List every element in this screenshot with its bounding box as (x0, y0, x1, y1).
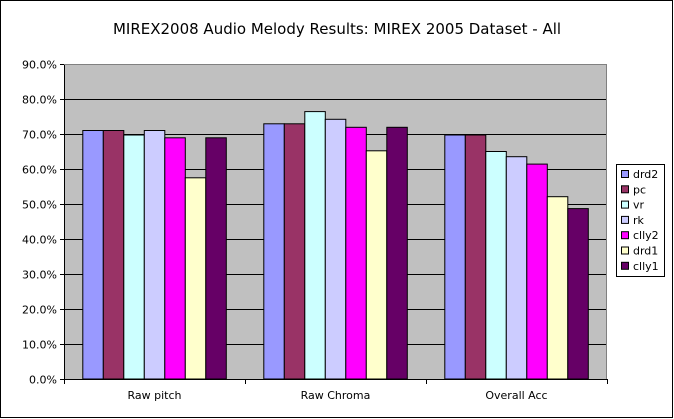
bar-rk (143, 130, 166, 380)
bar-vr (123, 134, 145, 380)
legend-swatch-drd2 (621, 170, 629, 178)
y-tick-labels: 0.0% 10.0% 20.0% 30.0% 40.0% 50.0% 60.0% 70.0% 8… (22, 59, 57, 387)
bar-drd1 (546, 196, 569, 380)
legend-swatch-vr (621, 200, 629, 209)
legend-swatch-clly2 (621, 231, 629, 240)
bar-drd2 (263, 123, 285, 380)
bar-vr (485, 151, 507, 380)
y-tick-label: 60.0% (22, 164, 57, 177)
bar-drd2 (82, 130, 104, 380)
legend-label-vr: vr (633, 199, 645, 212)
bar-rk (505, 156, 528, 380)
legend-label-rk: rk (633, 214, 645, 227)
legend-label-clly1: clly1 (633, 260, 659, 273)
y-tick-label: 20.0% (22, 304, 57, 317)
bar-clly2 (164, 137, 186, 380)
bar-drd1 (184, 177, 207, 380)
y-tick-label: 90.0% (22, 59, 57, 72)
bars (82, 111, 589, 380)
bar-vr (304, 111, 326, 380)
legend-label-pc: pc (633, 183, 646, 196)
legend-label-clly2: clly2 (633, 229, 659, 242)
y-tick-label: 30.0% (22, 269, 57, 282)
y-tick-label: 40.0% (22, 234, 57, 247)
x-category-label: Raw pitch (127, 389, 181, 402)
x-category-label: Raw Chroma (301, 389, 371, 402)
bar-clly2 (526, 163, 548, 380)
legend-label-drd1: drd1 (633, 245, 658, 258)
y-tick-label: 80.0% (22, 94, 57, 107)
legend-swatch-drd1 (621, 246, 629, 255)
bar-pc (464, 134, 487, 380)
y-tick-label: 10.0% (22, 339, 57, 352)
x-category-labels: Raw pitch Raw Chroma Overall Acc (127, 389, 547, 402)
legend-swatch-rk (621, 215, 629, 224)
chart-title: MIREX2008 Audio Melody Results: MIREX 20… (113, 20, 561, 38)
bar-pc (283, 123, 306, 380)
x-category-label: Overall Acc (485, 389, 547, 402)
bar-clly1 (205, 137, 227, 380)
legend: drd2 pc vr rk clly2 drd1 clly1 (616, 164, 665, 277)
bar-clly2 (345, 126, 367, 380)
legend-swatch-clly1 (621, 261, 629, 270)
y-tick-label: 0.0% (29, 374, 57, 387)
legend-label-drd2: drd2 (633, 168, 658, 181)
y-tick-label: 70.0% (22, 129, 57, 142)
bar-clly1 (386, 126, 408, 380)
axes (60, 64, 608, 384)
bar-drd2 (444, 134, 466, 380)
y-tick-label: 50.0% (22, 199, 57, 212)
legend-swatch-pc (621, 185, 629, 194)
bar-pc (102, 130, 125, 380)
bar-drd1 (365, 150, 388, 380)
bar-clly1 (567, 208, 589, 380)
bar-rk (324, 118, 347, 380)
